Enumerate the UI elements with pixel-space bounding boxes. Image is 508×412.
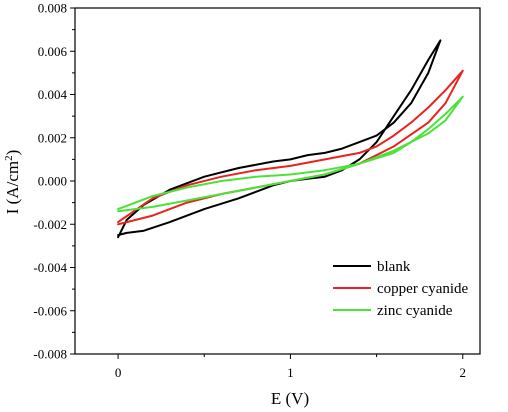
y-tick-label: 0.002 bbox=[38, 130, 67, 145]
series-line-blank bbox=[117, 39, 442, 239]
y-tick-label: 0.004 bbox=[38, 87, 68, 102]
x-tick-label: 2 bbox=[460, 365, 467, 380]
y-axis-title-close: ) bbox=[3, 150, 22, 156]
y-tick-label: -0.006 bbox=[33, 303, 67, 318]
y-tick-label: -0.002 bbox=[33, 217, 67, 232]
x-axis-title: E (V) bbox=[271, 389, 309, 408]
y-tick-label: 0.006 bbox=[38, 44, 68, 59]
legend-label: zinc cyanide bbox=[377, 303, 453, 319]
y-axis-title-sup: 2 bbox=[3, 155, 15, 161]
y-tick-label: 0.008 bbox=[38, 1, 67, 16]
y-tick-label: -0.008 bbox=[33, 347, 67, 362]
legend: blank copper cyanide zinc cyanide bbox=[333, 259, 469, 319]
y-axis-title: I (A/cm2) bbox=[3, 150, 22, 215]
series-line-zinc-cyanide bbox=[117, 95, 464, 213]
y-tick-label: -0.004 bbox=[33, 260, 67, 275]
x-tick-label: 0 bbox=[115, 365, 122, 380]
y-tick-label: 0.000 bbox=[38, 174, 67, 189]
y-axis-title-main: I (A/cm bbox=[3, 161, 22, 214]
axis-ticks: -0.008 -0.006 -0.004 -0.002 0.000 0.002 0.004 0… bbox=[33, 1, 466, 381]
legend-label: copper cyanide bbox=[377, 281, 469, 297]
legend-label: blank bbox=[377, 259, 411, 275]
series-group bbox=[117, 39, 464, 239]
series-line-copper-cyanide bbox=[117, 69, 464, 226]
x-tick-label: 1 bbox=[287, 365, 294, 380]
